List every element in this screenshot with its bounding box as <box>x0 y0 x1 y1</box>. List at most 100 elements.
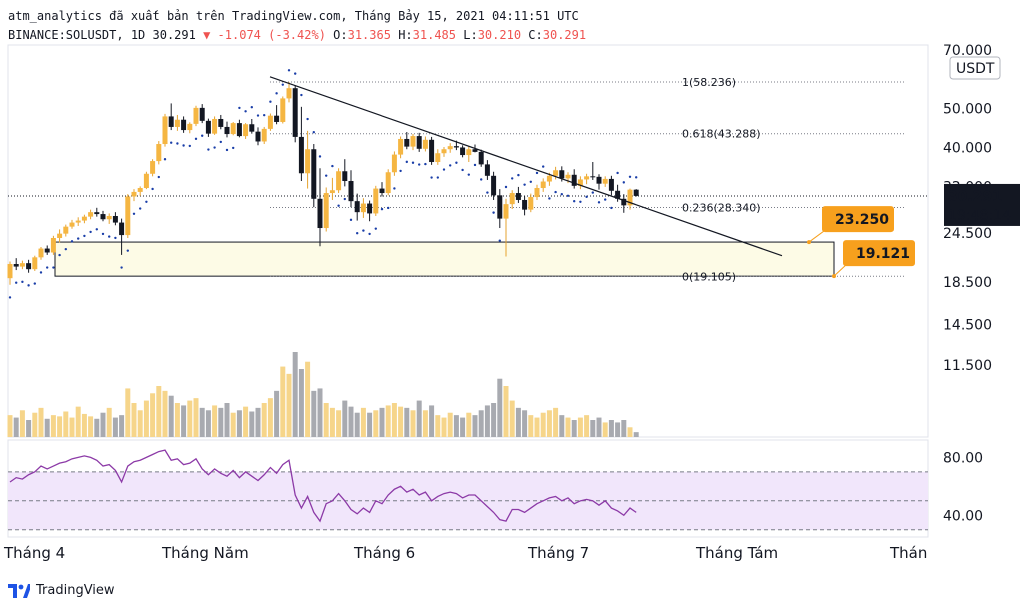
volume-bar <box>249 411 255 437</box>
sar-dot <box>151 187 154 191</box>
candle-body <box>50 237 56 253</box>
sar-dot <box>337 204 340 207</box>
sar-dot <box>256 114 260 117</box>
price-tag-box <box>822 206 894 233</box>
candle-body <box>336 171 342 191</box>
sar-dot <box>70 240 74 243</box>
sar-dot <box>275 92 278 95</box>
sar-dot <box>430 176 433 179</box>
main-pane-frame <box>7 44 929 438</box>
candle-body <box>81 216 87 221</box>
candle-body <box>391 154 397 173</box>
rsi-tick-label: 40.00 <box>943 508 983 524</box>
candle-body <box>546 175 552 182</box>
volume-bar <box>398 406 404 437</box>
candle-body <box>528 197 534 210</box>
sar-dot <box>225 148 229 152</box>
sar-dot <box>542 165 545 168</box>
candle-body <box>373 188 379 214</box>
y-tick-label: 24.500 <box>943 226 992 242</box>
volume-bar <box>137 410 143 437</box>
candle-body <box>441 149 447 154</box>
volume-bar <box>435 415 441 437</box>
candle-body <box>429 139 435 163</box>
candle-body <box>416 136 422 149</box>
y-tick-label: 18.500 <box>943 275 992 291</box>
volume-bar <box>472 415 478 437</box>
sar-dot <box>194 137 198 141</box>
candle-body <box>7 264 13 279</box>
volume-bar <box>181 405 187 437</box>
sar-dot <box>145 200 148 203</box>
sar-dot <box>52 266 55 269</box>
sar-dot <box>89 230 92 234</box>
candle-body <box>131 191 137 197</box>
candle-body <box>379 188 385 194</box>
sar-dot <box>622 181 625 184</box>
sar-dot <box>436 176 439 179</box>
sar-dot <box>362 229 365 232</box>
unit-label: USDT <box>956 61 995 77</box>
volume-bar <box>100 412 106 437</box>
y-tick-label: 14.500 <box>943 317 992 333</box>
candle-body <box>503 204 509 219</box>
volume-bar <box>590 420 596 437</box>
candle-body <box>100 214 106 220</box>
volume-bar <box>57 416 63 437</box>
sar-dot <box>15 281 18 284</box>
volume-bar <box>447 412 453 437</box>
candle-body <box>478 151 484 165</box>
volume-bar <box>503 386 509 437</box>
candle-body <box>69 222 75 227</box>
volume-bar <box>385 405 391 437</box>
symbol-ohlc-line: BINANCE:SOLUSDT, 1D 30.291 ▼ -1.074 (-3.… <box>8 28 586 42</box>
volume-bar <box>317 388 323 437</box>
volume-bar <box>367 412 373 437</box>
candle-body <box>602 178 608 184</box>
candle-body <box>125 196 131 236</box>
sar-dot <box>300 93 303 97</box>
volume-bar <box>633 432 639 437</box>
volume-bar <box>602 422 608 437</box>
rsi-line <box>9 449 637 523</box>
y-tick-label: 11.500 <box>943 358 992 374</box>
tradingview-brand[interactable]: TradingView <box>8 583 115 598</box>
sar-dot <box>573 200 576 203</box>
volume-bar <box>69 417 75 437</box>
sar-dot <box>157 175 160 179</box>
x-tick-label: Thán <box>889 544 927 562</box>
unit-box <box>949 56 1001 80</box>
volume-bar <box>88 416 94 437</box>
volume-bar <box>453 415 459 437</box>
candle-body <box>298 136 304 174</box>
candle-body <box>615 190 621 199</box>
volume-bar <box>230 412 236 437</box>
volume-bar <box>546 410 552 437</box>
sar-dot <box>287 69 291 72</box>
candle-body <box>633 189 639 196</box>
high-value: 31.485 <box>412 28 457 42</box>
candle-body <box>404 138 410 147</box>
candle-body <box>57 233 63 238</box>
candle-body <box>447 146 453 150</box>
sar-dot <box>554 190 557 194</box>
sar-dot <box>604 198 607 201</box>
sar-dot <box>46 266 49 269</box>
candle-body <box>466 149 472 156</box>
sar-dot <box>343 197 346 201</box>
symbol-label: BINANCE:SOLUSDT, 1D 30.291 <box>8 28 196 42</box>
candle-body <box>472 149 478 152</box>
volume-bar <box>193 398 199 437</box>
candle-body <box>199 107 205 121</box>
candle-body <box>255 131 261 142</box>
sar-dot <box>467 173 470 176</box>
volume-bar <box>63 411 69 437</box>
sar-dot <box>83 234 86 238</box>
close-value: 30.291 <box>542 28 587 42</box>
current-price-value: 30.291 <box>948 189 1002 205</box>
candle-body <box>193 107 199 124</box>
volume-bar <box>553 407 559 437</box>
sar-dot <box>504 185 508 189</box>
price-tag-label: 19.121 <box>856 246 910 262</box>
